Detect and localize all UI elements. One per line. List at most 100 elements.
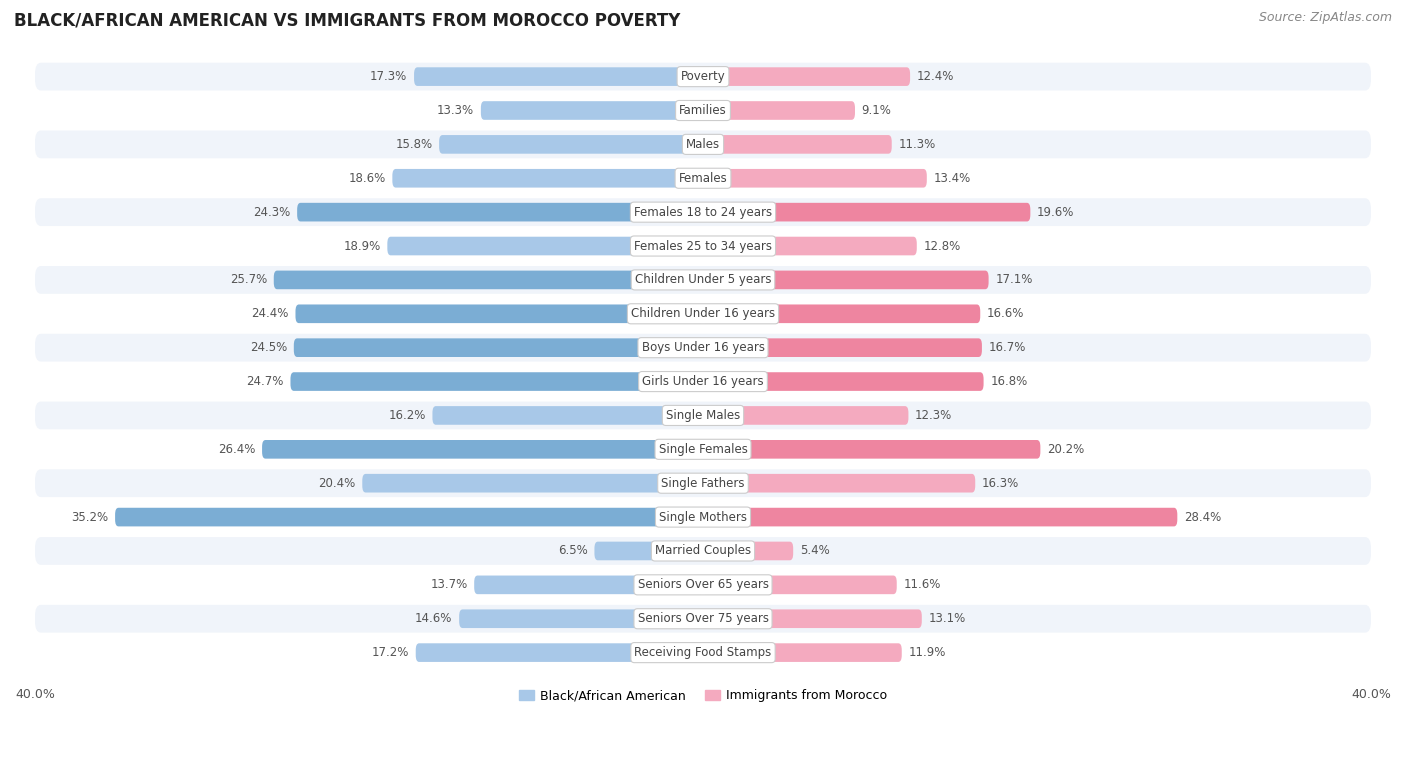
Text: 11.9%: 11.9% — [908, 646, 946, 659]
Text: 15.8%: 15.8% — [395, 138, 433, 151]
FancyBboxPatch shape — [35, 63, 1371, 90]
FancyBboxPatch shape — [35, 639, 1371, 666]
Text: 11.3%: 11.3% — [898, 138, 935, 151]
Text: 13.3%: 13.3% — [437, 104, 474, 117]
FancyBboxPatch shape — [35, 469, 1371, 497]
Text: 16.7%: 16.7% — [988, 341, 1026, 354]
Text: 25.7%: 25.7% — [229, 274, 267, 287]
FancyBboxPatch shape — [703, 236, 917, 255]
Text: Boys Under 16 years: Boys Under 16 years — [641, 341, 765, 354]
FancyBboxPatch shape — [703, 101, 855, 120]
Text: 17.1%: 17.1% — [995, 274, 1032, 287]
Text: Single Males: Single Males — [666, 409, 740, 422]
FancyBboxPatch shape — [703, 474, 976, 493]
FancyBboxPatch shape — [35, 96, 1371, 124]
Text: 24.4%: 24.4% — [252, 307, 288, 321]
Text: BLACK/AFRICAN AMERICAN VS IMMIGRANTS FROM MOROCCO POVERTY: BLACK/AFRICAN AMERICAN VS IMMIGRANTS FRO… — [14, 11, 681, 30]
Text: 16.2%: 16.2% — [388, 409, 426, 422]
FancyBboxPatch shape — [295, 305, 703, 323]
Text: 12.3%: 12.3% — [915, 409, 952, 422]
FancyBboxPatch shape — [703, 542, 793, 560]
Text: 9.1%: 9.1% — [862, 104, 891, 117]
Text: Poverty: Poverty — [681, 70, 725, 83]
FancyBboxPatch shape — [416, 644, 703, 662]
Text: Children Under 16 years: Children Under 16 years — [631, 307, 775, 321]
Text: 20.4%: 20.4% — [318, 477, 356, 490]
FancyBboxPatch shape — [433, 406, 703, 424]
Text: Married Couples: Married Couples — [655, 544, 751, 557]
Text: 18.6%: 18.6% — [349, 172, 385, 185]
FancyBboxPatch shape — [35, 368, 1371, 396]
FancyBboxPatch shape — [35, 605, 1371, 633]
FancyBboxPatch shape — [703, 575, 897, 594]
Text: 13.1%: 13.1% — [928, 612, 966, 625]
FancyBboxPatch shape — [35, 232, 1371, 260]
FancyBboxPatch shape — [262, 440, 703, 459]
Text: 12.8%: 12.8% — [924, 240, 960, 252]
FancyBboxPatch shape — [294, 338, 703, 357]
FancyBboxPatch shape — [703, 644, 901, 662]
Text: 24.3%: 24.3% — [253, 205, 291, 218]
Text: Source: ZipAtlas.com: Source: ZipAtlas.com — [1258, 11, 1392, 24]
FancyBboxPatch shape — [387, 236, 703, 255]
Text: Females: Females — [679, 172, 727, 185]
Text: 17.2%: 17.2% — [371, 646, 409, 659]
FancyBboxPatch shape — [474, 575, 703, 594]
FancyBboxPatch shape — [35, 571, 1371, 599]
FancyBboxPatch shape — [35, 300, 1371, 327]
FancyBboxPatch shape — [703, 440, 1040, 459]
Legend: Black/African American, Immigrants from Morocco: Black/African American, Immigrants from … — [515, 684, 891, 707]
FancyBboxPatch shape — [703, 338, 981, 357]
Text: Females 18 to 24 years: Females 18 to 24 years — [634, 205, 772, 218]
FancyBboxPatch shape — [703, 135, 891, 154]
Text: Single Females: Single Females — [658, 443, 748, 456]
Text: 13.7%: 13.7% — [430, 578, 468, 591]
FancyBboxPatch shape — [413, 67, 703, 86]
Text: 6.5%: 6.5% — [558, 544, 588, 557]
FancyBboxPatch shape — [703, 372, 984, 391]
FancyBboxPatch shape — [35, 164, 1371, 193]
Text: 12.4%: 12.4% — [917, 70, 955, 83]
Text: Families: Families — [679, 104, 727, 117]
Text: Single Fathers: Single Fathers — [661, 477, 745, 490]
FancyBboxPatch shape — [115, 508, 703, 526]
FancyBboxPatch shape — [35, 266, 1371, 294]
FancyBboxPatch shape — [703, 609, 922, 628]
FancyBboxPatch shape — [460, 609, 703, 628]
Text: 16.8%: 16.8% — [990, 375, 1028, 388]
FancyBboxPatch shape — [703, 169, 927, 187]
FancyBboxPatch shape — [274, 271, 703, 290]
Text: 13.4%: 13.4% — [934, 172, 970, 185]
Text: Seniors Over 65 years: Seniors Over 65 years — [637, 578, 769, 591]
FancyBboxPatch shape — [703, 203, 1031, 221]
FancyBboxPatch shape — [703, 271, 988, 290]
Text: 28.4%: 28.4% — [1184, 511, 1222, 524]
Text: Single Mothers: Single Mothers — [659, 511, 747, 524]
Text: 5.4%: 5.4% — [800, 544, 830, 557]
FancyBboxPatch shape — [35, 402, 1371, 429]
FancyBboxPatch shape — [481, 101, 703, 120]
Text: 16.3%: 16.3% — [981, 477, 1019, 490]
FancyBboxPatch shape — [595, 542, 703, 560]
Text: 20.2%: 20.2% — [1047, 443, 1084, 456]
Text: 24.5%: 24.5% — [250, 341, 287, 354]
Text: 35.2%: 35.2% — [72, 511, 108, 524]
FancyBboxPatch shape — [35, 130, 1371, 158]
FancyBboxPatch shape — [363, 474, 703, 493]
FancyBboxPatch shape — [35, 199, 1371, 226]
Text: Children Under 5 years: Children Under 5 years — [634, 274, 772, 287]
Text: 14.6%: 14.6% — [415, 612, 453, 625]
FancyBboxPatch shape — [392, 169, 703, 187]
Text: Females 25 to 34 years: Females 25 to 34 years — [634, 240, 772, 252]
FancyBboxPatch shape — [35, 537, 1371, 565]
FancyBboxPatch shape — [703, 508, 1177, 526]
FancyBboxPatch shape — [35, 435, 1371, 463]
Text: Receiving Food Stamps: Receiving Food Stamps — [634, 646, 772, 659]
Text: Seniors Over 75 years: Seniors Over 75 years — [637, 612, 769, 625]
FancyBboxPatch shape — [439, 135, 703, 154]
FancyBboxPatch shape — [703, 305, 980, 323]
Text: 18.9%: 18.9% — [343, 240, 381, 252]
FancyBboxPatch shape — [35, 503, 1371, 531]
Text: Males: Males — [686, 138, 720, 151]
FancyBboxPatch shape — [297, 203, 703, 221]
